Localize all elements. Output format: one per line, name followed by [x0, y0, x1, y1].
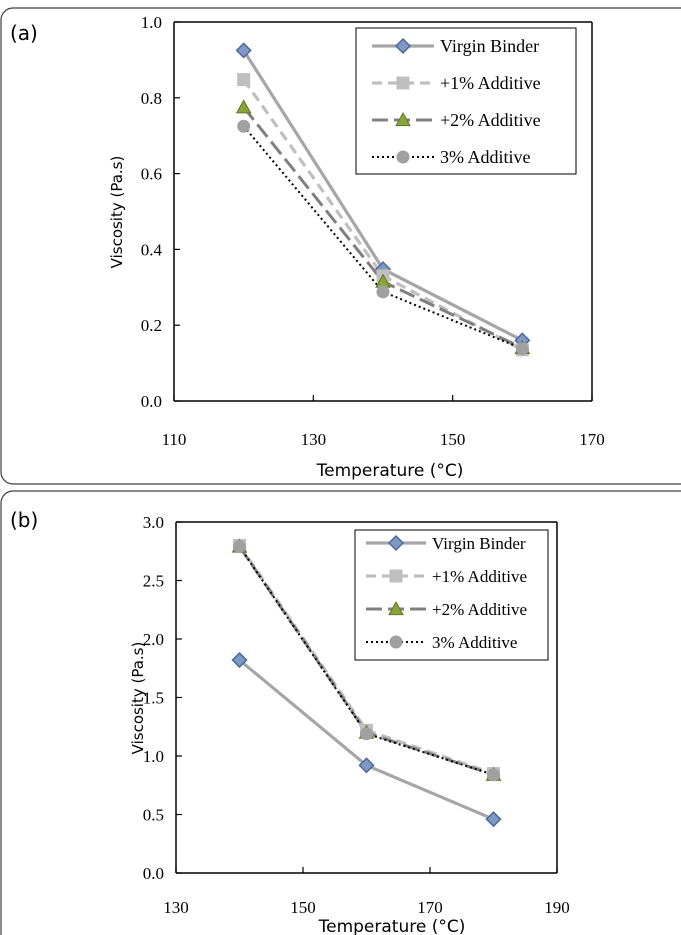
cropped-top-strip	[0, 0, 681, 6]
panel-b-x-axis-label: Temperature (°C)	[318, 917, 466, 935]
y-tick-label: 0.5	[143, 806, 164, 825]
panel-a-y-axis-label: Viscosity (Pa.s)	[108, 156, 126, 269]
y-tick-label: 2.0	[143, 630, 164, 649]
legend-label-3: +2% Additive	[432, 600, 527, 619]
panel-a-frame	[0, 7, 681, 485]
panel-b-legend-box	[354, 529, 549, 661]
y-tick-label: 2.5	[143, 572, 164, 591]
y-tick-label: 1.0	[143, 747, 164, 766]
panel-a-x-ticks: 110 130 150 170	[162, 395, 605, 449]
y-tick-label: 0.0	[143, 864, 164, 883]
legend-marker-4	[389, 635, 403, 649]
series-4-point	[233, 540, 246, 554]
x-tick-label: 170	[579, 430, 605, 449]
panel-b-y-axis-label: Viscosity (Pa.s)	[129, 642, 147, 755]
legend-label-1: Virgin Binder	[432, 534, 526, 553]
panel-a-series	[235, 42, 531, 357]
panel-b-x-ticks: 130 150 170 190	[163, 867, 570, 917]
series-1-point	[358, 757, 375, 774]
panel-b-series	[231, 538, 502, 828]
y-tick-label: 1.0	[141, 13, 162, 32]
y-tick-label: 0.8	[141, 89, 162, 108]
panel-b-frame	[0, 490, 681, 935]
legend-marker-2	[389, 569, 403, 583]
x-tick-label: 150	[440, 430, 466, 449]
series-4-point	[237, 119, 251, 133]
panel-a-x-axis-label: Temperature (°C)	[316, 461, 464, 481]
series-3-point	[235, 99, 252, 114]
y-tick-label: 0.6	[141, 165, 162, 184]
legend-label-3: +2% Additive	[440, 110, 541, 130]
panel-a-y-ticks: 0.0 0.2 0.4 0.6 0.8 1.0	[141, 13, 180, 411]
x-tick-label: 130	[301, 430, 327, 449]
panel-a-legend: Virgin Binder +1% Additive +2% Additive 3% …	[355, 27, 577, 175]
legend-marker-4	[396, 150, 410, 164]
y-tick-label: 0.2	[141, 316, 162, 335]
series-1-point	[235, 42, 252, 59]
legend-label-2: +1% Additive	[432, 567, 527, 586]
x-tick-label: 110	[162, 430, 187, 449]
panel-b: (b) 0.0 0.5 1.0 1.5 2.0 2.5 3.0 130 150 170 190 V…	[0, 490, 681, 935]
legend-marker-3	[395, 111, 411, 127]
series-4-point	[360, 727, 373, 741]
y-tick-label: 1.5	[143, 689, 164, 708]
series-4-point	[376, 285, 390, 299]
legend-label-4: 3% Additive	[432, 633, 517, 652]
y-tick-label: 3.0	[143, 513, 164, 532]
panel-b-y-ticks: 0.0 0.5 1.0 1.5 2.0 2.5 3.0	[143, 513, 182, 883]
x-tick-label: 150	[290, 898, 316, 917]
panel-b-label: (b)	[10, 508, 38, 532]
legend-label-1: Virgin Binder	[440, 36, 539, 56]
panel-b-legend: Virgin Binder +1% Additive +2% Additive 3% …	[354, 529, 549, 661]
legend-marker-3	[388, 600, 404, 616]
legend-marker-1	[394, 37, 412, 55]
series-1-point	[231, 651, 248, 669]
legend-marker-1	[387, 534, 405, 552]
panel-a-label: (a)	[10, 21, 38, 45]
x-tick-label: 190	[544, 898, 570, 917]
legend-marker-2	[396, 76, 410, 90]
series-2-point	[237, 73, 251, 87]
series-4-point	[515, 342, 529, 356]
series-1-point	[485, 811, 502, 828]
series-4-point	[487, 768, 500, 782]
y-tick-label: 0.0	[141, 392, 162, 411]
legend-label-4: 3% Additive	[440, 147, 531, 167]
panel-a-legend-box	[355, 27, 577, 175]
y-tick-label: 0.4	[141, 240, 163, 259]
panel-a: (a) 0.0 0.2 0.4 0.6 0.8 1.0 110 130 150 170 Visc…	[0, 7, 681, 485]
x-tick-label: 170	[417, 898, 443, 917]
x-tick-label: 130	[163, 898, 189, 917]
legend-label-2: +1% Additive	[440, 73, 541, 93]
